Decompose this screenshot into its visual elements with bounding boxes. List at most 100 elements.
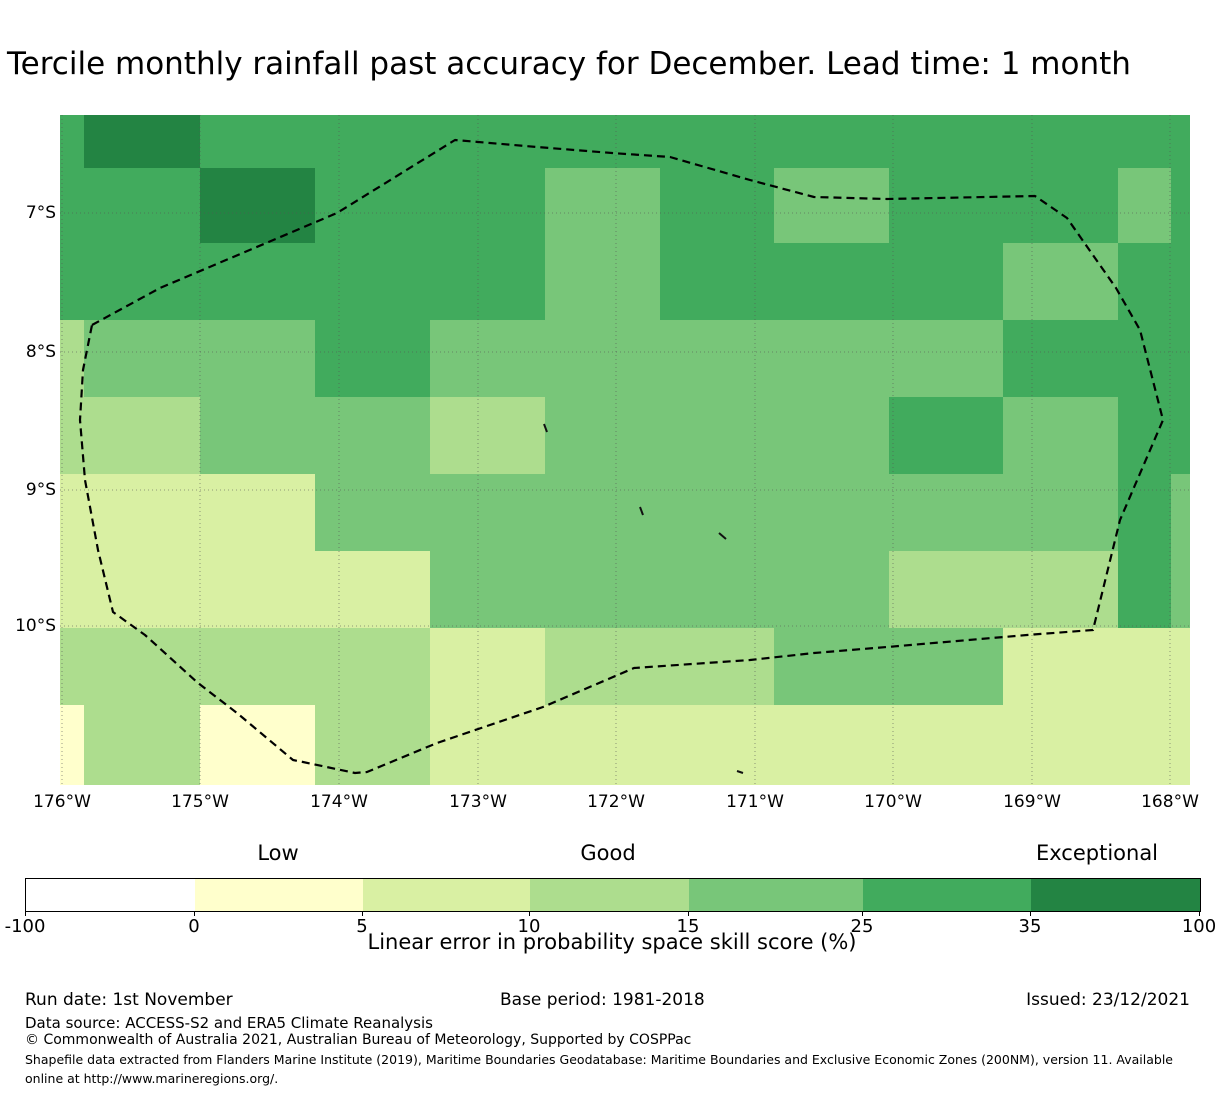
colorbar-segment	[863, 879, 1031, 911]
map-cell	[315, 628, 430, 705]
footer-shapefile-note: Shapefile data extracted from Flanders M…	[25, 1052, 1173, 1086]
colorbar-category-label: Good	[580, 841, 636, 865]
footer-data-source: Data source: ACCESS-S2 and ERA5 Climate …	[25, 1014, 433, 1032]
colorbar	[25, 878, 1201, 912]
map-cell	[315, 168, 430, 243]
island-mark	[736, 770, 744, 774]
map-cell	[200, 705, 315, 785]
map-cell	[1171, 705, 1190, 785]
map-cell	[1171, 551, 1190, 628]
colorbar-category-label: Low	[257, 841, 299, 865]
map-cell	[1118, 115, 1171, 168]
footer-issued-date: Issued: 23/12/2021	[1026, 990, 1190, 1010]
map-cell	[60, 243, 84, 320]
map-cell	[430, 474, 545, 551]
map-cell	[200, 243, 315, 320]
map-cell	[84, 168, 200, 243]
map-cell	[1171, 320, 1190, 397]
map-cell	[200, 115, 315, 168]
map-cell	[889, 397, 1003, 474]
map-cell	[545, 551, 660, 628]
map-cell	[430, 705, 545, 785]
map-cell	[1003, 628, 1118, 705]
map-cell	[774, 320, 889, 397]
lon-tick-label: 169°W	[1003, 792, 1061, 812]
map-cell	[545, 320, 660, 397]
map-cell	[660, 243, 774, 320]
map-cell	[315, 705, 430, 785]
colorbar-tick-label: 0	[188, 916, 200, 937]
map-cell	[660, 474, 774, 551]
footer-copyright: © Commonwealth of Australia 2021, Austra…	[25, 1032, 692, 1048]
map-cell	[889, 705, 1003, 785]
map-cell	[660, 397, 774, 474]
colorbar-segment	[195, 879, 363, 911]
colorbar-tickmark	[688, 911, 689, 916]
map-cell	[545, 474, 660, 551]
map-cell	[60, 474, 84, 551]
map-cell	[60, 115, 84, 168]
lon-tick-label: 173°W	[449, 792, 507, 812]
map-cell	[1003, 474, 1118, 551]
colorbar-tick-label: 35	[1018, 916, 1042, 937]
map-cell	[60, 168, 84, 243]
map-cell	[200, 168, 315, 243]
colorbar-category-label: Exceptional	[1035, 841, 1159, 865]
map-cell	[545, 705, 660, 785]
map-cell	[774, 474, 889, 551]
lon-tick-label: 171°W	[726, 792, 784, 812]
colorbar-segment	[1031, 879, 1200, 911]
colorbar-tickmark	[1199, 911, 1200, 916]
colorbar-tick-label: 25	[850, 916, 874, 937]
map-cell	[1171, 115, 1190, 168]
map-cell	[200, 551, 315, 628]
map-cell	[889, 168, 1003, 243]
map-cell	[1118, 551, 1171, 628]
colorbar-tick-label: 15	[676, 916, 700, 937]
colorbar-tickmark	[1030, 911, 1031, 916]
map-cell	[84, 115, 200, 168]
map-cell	[1003, 551, 1118, 628]
map-cell	[1171, 628, 1190, 705]
map-cell	[84, 320, 200, 397]
colorbar-segment	[26, 879, 195, 911]
map-cell	[430, 628, 545, 705]
map-cell	[430, 115, 545, 168]
map-cell	[430, 551, 545, 628]
map-cell	[889, 243, 1003, 320]
lon-tick-label: 176°W	[33, 792, 91, 812]
map-cell	[774, 551, 889, 628]
map-cell	[660, 320, 774, 397]
colorbar-segment	[530, 879, 689, 911]
map-cell	[1118, 168, 1171, 243]
map-cell	[60, 551, 84, 628]
map-cell	[200, 628, 315, 705]
map-cell	[1003, 243, 1118, 320]
map-cell	[315, 397, 430, 474]
map-cell	[1171, 168, 1190, 243]
map-cell	[60, 628, 84, 705]
map-cell	[545, 628, 660, 705]
map-cell	[84, 474, 200, 551]
map-cell	[60, 320, 84, 397]
lon-tick-label: 175°W	[171, 792, 229, 812]
map-cell	[1118, 705, 1171, 785]
colorbar-tick-label: 10	[517, 916, 541, 937]
map-cell	[545, 168, 660, 243]
lon-tick-label: 172°W	[587, 792, 645, 812]
map-cell	[430, 243, 545, 320]
eez-boundary-dashed-line	[78, 138, 1165, 775]
map-cell	[1171, 474, 1190, 551]
colorbar-tick-label: -100	[4, 916, 46, 937]
map-cell	[774, 628, 889, 705]
colorbar-tick-label: 100	[1181, 916, 1215, 937]
colorbar-segment	[689, 879, 863, 911]
colorbar-tickmark	[25, 911, 26, 916]
map-cell	[1171, 243, 1190, 320]
map-cell	[60, 705, 84, 785]
map-cell	[84, 705, 200, 785]
map-cell	[1171, 397, 1190, 474]
map-cell	[84, 397, 200, 474]
map-cell	[774, 115, 889, 168]
map-cell	[1003, 168, 1118, 243]
